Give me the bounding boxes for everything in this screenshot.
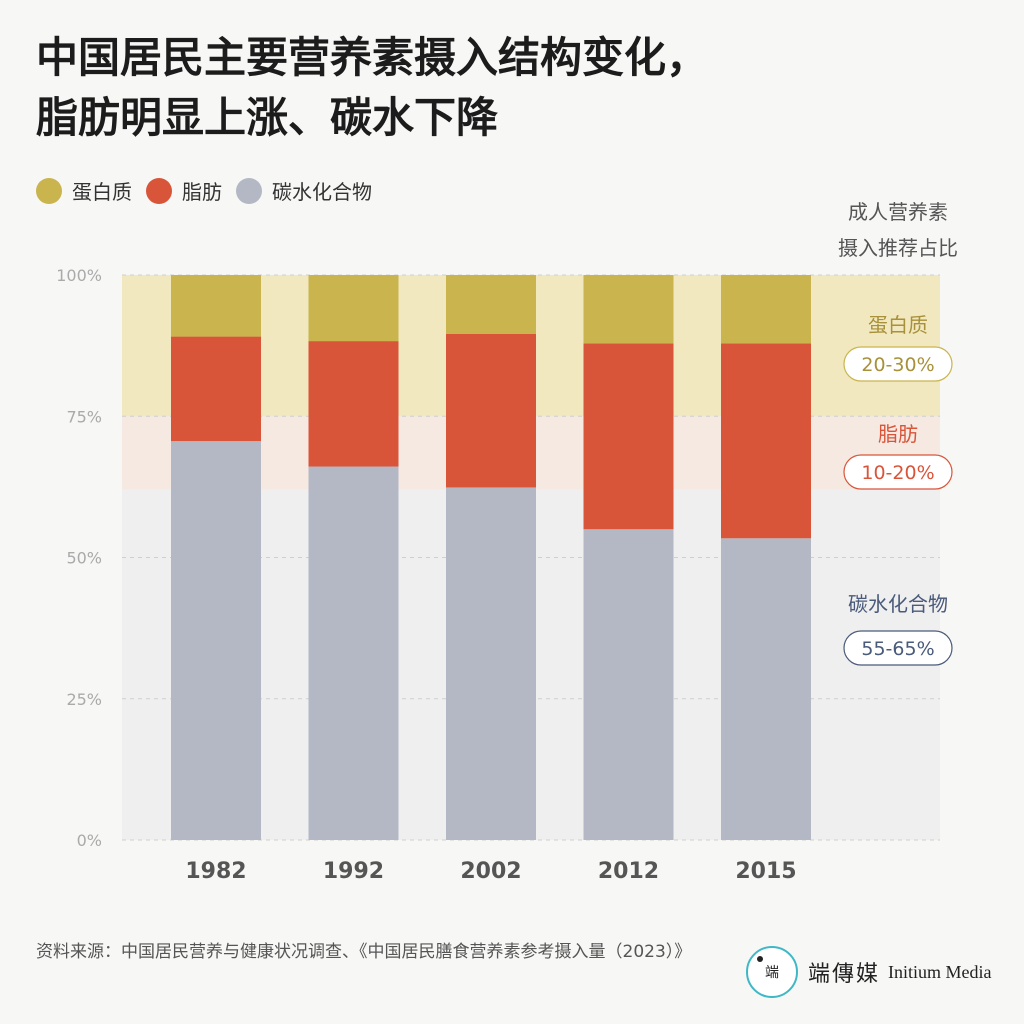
- bar-segment: [308, 341, 399, 467]
- recommendation-pill-fat: [843, 454, 953, 490]
- recommendation-label-fat: 脂肪: [878, 422, 918, 446]
- legend-label-fat: 脂肪: [182, 180, 222, 204]
- recommendation-heading-line-1: 成人营养素: [848, 200, 948, 224]
- bar-segment: [721, 343, 811, 539]
- x-tick-label: 1982: [185, 859, 246, 884]
- legend-swatch-carb: [236, 177, 262, 204]
- recommendation-range-protein: 20-30%: [861, 354, 934, 376]
- bar-segment: [583, 529, 674, 840]
- bar-segment: [171, 336, 261, 442]
- logo-glyph: 端: [765, 965, 779, 981]
- brand-logo: 端 端傳媒 Initium Media: [746, 946, 992, 998]
- title-line-2: 脂肪明显上涨、碳水下降: [36, 93, 499, 142]
- bar-segment: [308, 466, 399, 840]
- legend-item-protein: 蛋白质: [36, 176, 132, 205]
- legend: 蛋白质 脂肪 碳水化合物: [36, 176, 386, 205]
- x-tick-label: 1992: [323, 859, 384, 884]
- y-tick-label: 0%: [77, 831, 102, 850]
- bar-segment: [308, 275, 399, 342]
- legend-swatch-fat: [146, 177, 172, 204]
- legend-item-fat: 脂肪: [146, 176, 222, 205]
- bar-segment: [171, 441, 261, 840]
- bar-segment: [446, 333, 536, 488]
- x-tick-label: 2002: [460, 859, 521, 884]
- bar-segment: [583, 275, 674, 344]
- legend-item-carb: 碳水化合物: [236, 176, 372, 205]
- logo-english-name: Initium Media: [888, 961, 992, 982]
- bar-segment: [446, 487, 536, 840]
- recommendation-heading-line-2: 摄入推荐占比: [838, 236, 958, 260]
- y-tick-label: 50%: [66, 549, 102, 568]
- recommendation-label-carb: 碳水化合物: [848, 592, 948, 616]
- bar-segment: [721, 275, 811, 344]
- source-note: 资料来源：中国居民营养与健康状况调查、《中国居民膳食营养素参考摄入量（2023）…: [36, 942, 692, 962]
- recommendation-label-protein: 蛋白质: [868, 313, 928, 337]
- bar-segment: [446, 275, 536, 334]
- logo-chinese-name: 端傳媒: [808, 962, 881, 987]
- recommendation-range-carb: 55-65%: [861, 638, 934, 660]
- y-tick-label: 100%: [56, 266, 102, 285]
- recommendation-heading: 成人营养素 摄入推荐占比: [800, 194, 996, 266]
- chart-title: 中国居民主要营养素摄入结构变化， 脂肪明显上涨、碳水下降: [36, 28, 936, 148]
- y-tick-label: 25%: [66, 690, 102, 709]
- y-tick-label: 75%: [66, 407, 102, 426]
- recommendation-range-fat: 10-20%: [861, 462, 934, 484]
- x-tick-label: 2015: [735, 859, 796, 884]
- recommendation-pill-protein: [843, 346, 953, 382]
- bar-segment: [583, 343, 674, 530]
- bar-segment: [171, 275, 261, 337]
- legend-label-protein: 蛋白质: [72, 180, 132, 204]
- stacked-bar-chart: 0% 25% 50% 75% 100% 1982 1992 2002 2012 2015 蛋白质 20…: [56, 266, 953, 884]
- initium-logo-icon: 端: [746, 946, 798, 998]
- bar-segment: [721, 538, 811, 840]
- recommendation-pill-carb: [843, 630, 953, 666]
- x-tick-label: 2012: [598, 859, 659, 884]
- legend-swatch-protein: [36, 177, 62, 204]
- legend-label-carb: 碳水化合物: [272, 180, 372, 204]
- title-line-1: 中国居民主要营养素摄入结构变化，: [36, 33, 709, 82]
